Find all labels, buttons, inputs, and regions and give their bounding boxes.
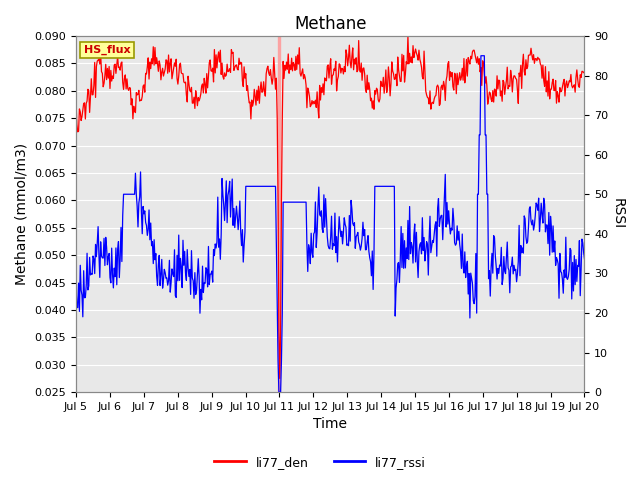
X-axis label: Time: Time <box>313 418 348 432</box>
Bar <box>278 36 280 392</box>
Title: Methane: Methane <box>294 15 367 33</box>
Text: HS_flux: HS_flux <box>84 45 131 55</box>
Y-axis label: RSSI: RSSI <box>611 198 625 229</box>
Y-axis label: Methane (mmol/m3): Methane (mmol/m3) <box>15 143 29 285</box>
Legend: li77_den, li77_rssi: li77_den, li77_rssi <box>209 451 431 474</box>
